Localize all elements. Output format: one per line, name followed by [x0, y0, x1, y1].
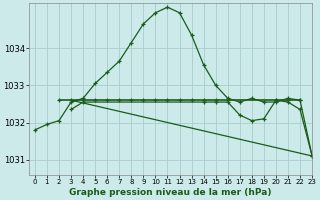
X-axis label: Graphe pression niveau de la mer (hPa): Graphe pression niveau de la mer (hPa) — [69, 188, 272, 197]
